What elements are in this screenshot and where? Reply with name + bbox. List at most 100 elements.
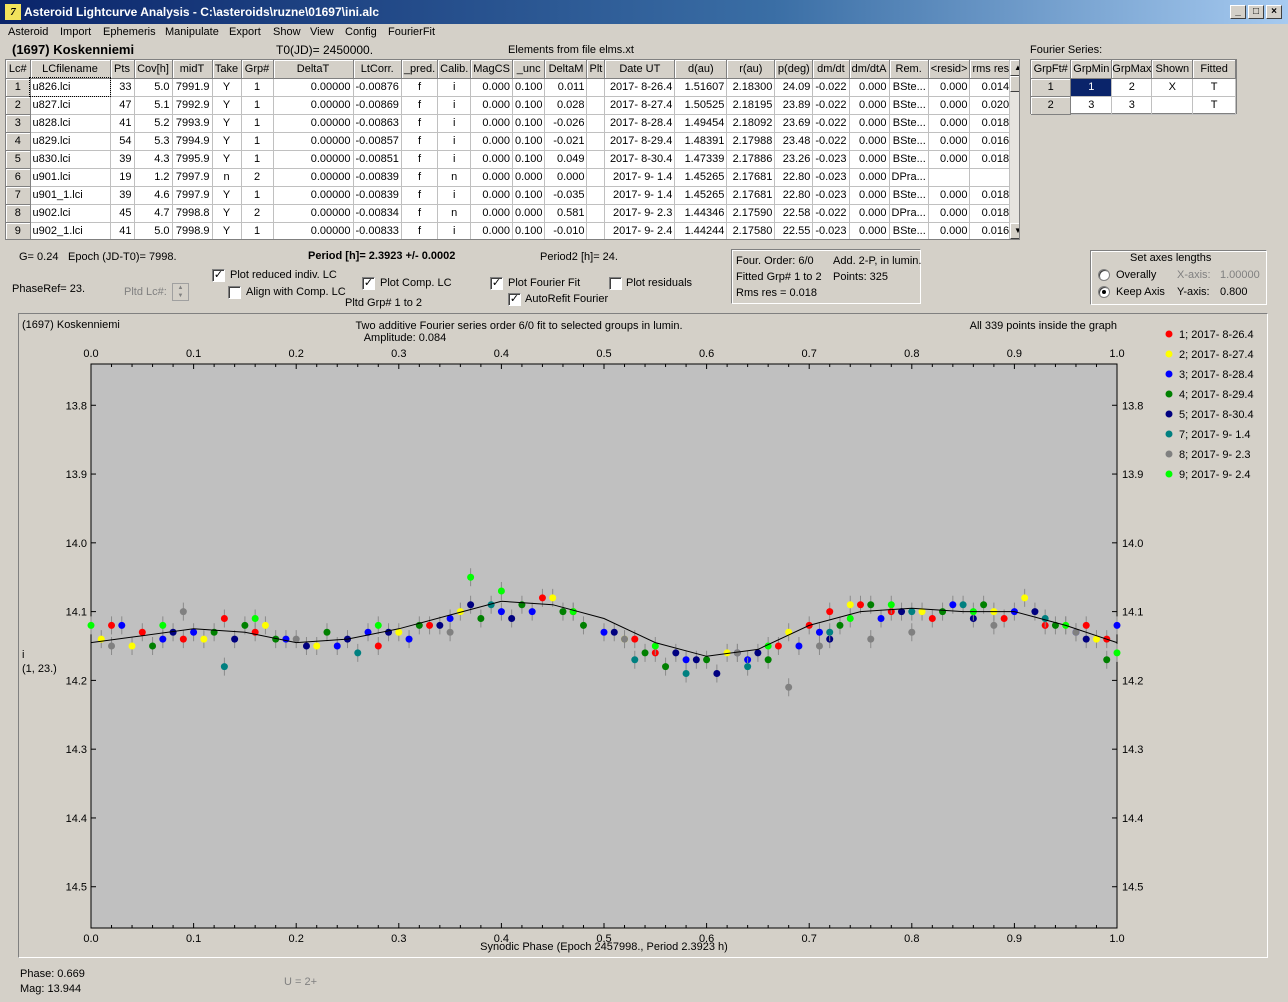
table-cell[interactable]: f (401, 132, 439, 151)
lc-column-header[interactable]: _unc (512, 60, 546, 79)
table-cell[interactable] (928, 168, 971, 187)
table-cell[interactable] (586, 114, 606, 133)
table-cell[interactable]: 2017- 8-27.4 (604, 96, 676, 115)
table-cell[interactable]: u830.lci (30, 150, 111, 169)
table-cell[interactable]: 33 (110, 78, 135, 97)
table-cell[interactable]: 0.000 (470, 132, 513, 151)
table-cell[interactable]: -0.023 (812, 186, 850, 205)
row-header[interactable]: 5 (6, 150, 31, 169)
table-cell[interactable]: 0.014 (969, 78, 1013, 97)
table-cell[interactable]: 1 (241, 78, 274, 97)
table-cell[interactable]: i (437, 222, 472, 239)
table-cell[interactable]: -0.00834 (353, 204, 402, 223)
table-cell[interactable]: u902.lci (30, 204, 111, 223)
table-cell[interactable]: 0.00000 (273, 186, 354, 205)
table-cell[interactable]: u901.lci (30, 168, 111, 187)
table-cell[interactable]: u827.lci (30, 96, 111, 115)
table-cell[interactable]: -0.021 (544, 132, 588, 151)
fourier-cell[interactable]: 2 (1111, 78, 1153, 97)
table-cell[interactable]: -0.022 (812, 96, 850, 115)
table-cell[interactable]: 0.018 (969, 204, 1013, 223)
table-cell[interactable]: 5.0 (134, 78, 173, 97)
table-cell[interactable]: -0.035 (544, 186, 588, 205)
menu-config[interactable]: Config (345, 26, 377, 38)
table-cell[interactable]: -0.00851 (353, 150, 402, 169)
table-cell[interactable]: 0.016 (969, 132, 1013, 151)
table-cell[interactable]: -0.00833 (353, 222, 402, 239)
table-cell[interactable]: 1 (241, 150, 274, 169)
table-cell[interactable]: BSte... (889, 78, 929, 97)
table-cell[interactable] (586, 96, 606, 115)
table-cell[interactable]: -0.00876 (353, 78, 402, 97)
table-cell[interactable]: 7991.9 (172, 78, 213, 97)
table-cell[interactable]: BSte... (889, 114, 929, 133)
minimize-button[interactable]: _ (1230, 5, 1246, 19)
table-cell[interactable]: 2.17590 (726, 204, 776, 223)
table-cell[interactable]: 0.000 (470, 186, 513, 205)
table-cell[interactable]: u901_1.lci (30, 186, 111, 205)
lc-column-header[interactable]: Cov[h] (134, 60, 173, 79)
table-cell[interactable]: i (437, 114, 472, 133)
table-cell[interactable]: 2.18092 (726, 114, 776, 133)
plot-reduced-checkbox[interactable]: ✓ (212, 269, 225, 282)
table-cell[interactable]: BSte... (889, 222, 929, 239)
table-cell[interactable]: 19 (110, 168, 135, 187)
plot-comp-checkbox[interactable]: ✓ (362, 277, 375, 290)
table-cell[interactable]: BSte... (889, 132, 929, 151)
table-cell[interactable]: f (401, 186, 439, 205)
table-cell[interactable]: 39 (110, 150, 135, 169)
lc-column-header[interactable]: DeltaT (273, 60, 354, 79)
row-header[interactable]: 1 (6, 78, 31, 97)
table-cell[interactable]: 5.2 (134, 114, 173, 133)
table-cell[interactable]: 39 (110, 186, 135, 205)
row-header[interactable]: 2 (6, 96, 31, 115)
fourier-series-table[interactable]: GrpFt# GrpMin GrpMax Shown Fitted 1 1 2 X T 2 3 3 T (1030, 59, 1237, 115)
table-cell[interactable]: -0.022 (812, 78, 850, 97)
table-cell[interactable]: 24.09 (774, 78, 814, 97)
table-cell[interactable]: -0.010 (544, 222, 588, 239)
row-header[interactable]: 4 (6, 132, 31, 151)
table-cell[interactable]: 0.000 (470, 96, 513, 115)
table-cell[interactable]: 23.26 (774, 150, 814, 169)
row-header[interactable]: 9 (6, 222, 31, 239)
table-cell[interactable] (586, 204, 606, 223)
table-row[interactable]: 6 u901.lci 19 1.2 7997.9 n 2 0.00000 -0.00839 f n 0… (6, 168, 1013, 187)
table-cell[interactable]: 7994.9 (172, 132, 213, 151)
table-cell[interactable] (586, 132, 606, 151)
table-cell[interactable]: f (401, 204, 439, 223)
lc-column-header[interactable]: Rem. (889, 60, 929, 79)
table-row[interactable]: 8 u902.lci 45 4.7 7998.8 Y 2 0.00000 -0.00834 f n 0… (6, 204, 1013, 223)
table-cell[interactable]: 0.000 (512, 204, 546, 223)
pltd-lc-spinner[interactable]: ▲ ▼ (172, 283, 189, 301)
fourier-cell[interactable]: T (1192, 78, 1236, 97)
table-cell[interactable]: 0.100 (512, 78, 546, 97)
table-cell[interactable]: f (401, 78, 439, 97)
lc-column-header[interactable]: MagCS (470, 60, 513, 79)
fourier-column-header[interactable]: Shown (1151, 60, 1194, 79)
menu-view[interactable]: View (310, 26, 334, 38)
table-row[interactable]: 2 u827.lci 47 5.1 7992.9 Y 1 0.00000 -0.00869 f i 0… (6, 96, 1013, 115)
table-cell[interactable]: 0.000 (928, 222, 971, 239)
table-cell[interactable]: 0.018 (969, 114, 1013, 133)
table-cell[interactable]: i (437, 186, 472, 205)
table-cell[interactable]: Y (212, 132, 242, 151)
table-cell[interactable]: 1.48391 (674, 132, 728, 151)
fourier-cell[interactable]: 3 (1070, 96, 1113, 115)
table-cell[interactable]: -0.00869 (353, 96, 402, 115)
table-cell[interactable]: n (437, 168, 472, 187)
table-row[interactable]: 5 u830.lci 39 4.3 7995.9 Y 1 0.00000 -0.00851 f i 0… (6, 150, 1013, 169)
table-cell[interactable]: 2 (241, 204, 274, 223)
table-cell[interactable]: u826.lci (29, 77, 111, 97)
table-cell[interactable]: 7993.9 (172, 114, 213, 133)
table-cell[interactable]: 22.80 (774, 186, 814, 205)
scroll-up-icon[interactable]: ▲ (1010, 60, 1019, 76)
table-cell[interactable]: 0.000 (849, 186, 890, 205)
table-cell[interactable]: 5.3 (134, 132, 173, 151)
table-cell[interactable]: -0.00839 (353, 168, 402, 187)
table-cell[interactable]: f (401, 150, 439, 169)
table-cell[interactable]: -0.022 (812, 132, 850, 151)
table-cell[interactable]: 23.89 (774, 96, 814, 115)
table-cell[interactable]: -0.00863 (353, 114, 402, 133)
lc-column-header[interactable]: LtCorr. (353, 60, 402, 79)
table-cell[interactable]: 2017- 8-30.4 (604, 150, 676, 169)
